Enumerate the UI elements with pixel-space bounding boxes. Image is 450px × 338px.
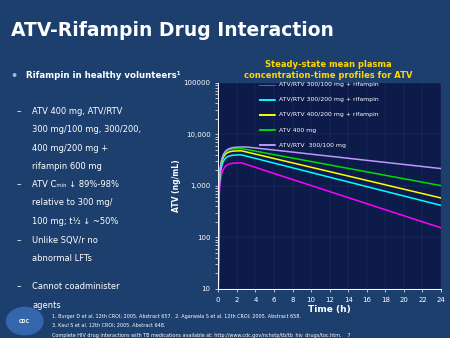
Line: ATV/RTV 300/100 mg + rifampin: ATV/RTV 300/100 mg + rifampin — [218, 163, 441, 289]
ATV/RTV 300/200 mg + rifampin — [304, 169, 310, 173]
ATV/RTV  300/100 mg — [438, 167, 444, 171]
ATV/RTV  300/100 mg — [378, 160, 383, 164]
ATV/RTV 300/100 mg + rifampin — [304, 182, 310, 186]
ATV/RTV 300/100 mg + rifampin — [378, 206, 383, 210]
ATV 400 mg — [438, 184, 444, 188]
Text: agents: agents — [32, 300, 61, 310]
ATV/RTV  300/100 mg — [377, 160, 382, 164]
ATV/RTV 300/100 mg + rifampin — [377, 206, 382, 210]
ATV/RTV  300/100 mg — [356, 158, 362, 162]
Text: ATV/RTV 300/100 mg + rifampin: ATV/RTV 300/100 mg + rifampin — [279, 82, 378, 87]
ATV/RTV 400/200 mg + rifampin — [243, 150, 248, 154]
ATV 400 mg — [289, 156, 294, 160]
Y-axis label: ATV (ng/mL): ATV (ng/mL) — [172, 160, 181, 212]
ATV/RTV  300/100 mg — [289, 150, 294, 154]
Text: ATV/RTV 300/200 mg + rifampin: ATV/RTV 300/200 mg + rifampin — [279, 97, 378, 102]
ATV/RTV  300/100 mg — [216, 287, 221, 291]
Text: Steady-state mean plasma
concentration-time profiles for ATV: Steady-state mean plasma concentration-t… — [244, 61, 413, 80]
ATV/RTV 300/200 mg + rifampin — [216, 287, 221, 291]
Text: 300 mg/100 mg, 300/200,: 300 mg/100 mg, 300/200, — [32, 125, 141, 134]
ATV/RTV 300/200 mg + rifampin — [377, 188, 382, 192]
ATV/RTV 300/100 mg + rifampin — [356, 199, 362, 203]
Text: ATV 400 mg, ATV/RTV: ATV 400 mg, ATV/RTV — [32, 107, 122, 116]
ATV/RTV 300/200 mg + rifampin — [289, 166, 294, 170]
Line: ATV 400 mg: ATV 400 mg — [218, 149, 441, 289]
ATV/RTV 300/200 mg + rifampin — [438, 203, 444, 208]
Text: –: – — [16, 107, 21, 116]
ATV/RTV 400/200 mg + rifampin — [304, 164, 310, 168]
Text: rifampin 600 mg: rifampin 600 mg — [32, 162, 102, 171]
ATV/RTV 400/200 mg + rifampin — [438, 196, 444, 200]
Text: 3. Kaul S et al. 12th CROI; 2005. Abstract 648.: 3. Kaul S et al. 12th CROI; 2005. Abstra… — [52, 323, 165, 328]
Text: Cannot coadminister: Cannot coadminister — [32, 282, 120, 291]
Line: ATV/RTV 400/200 mg + rifampin: ATV/RTV 400/200 mg + rifampin — [218, 151, 441, 289]
Text: CDC: CDC — [19, 319, 30, 323]
X-axis label: Time (h): Time (h) — [308, 306, 351, 314]
ATV/RTV 400/200 mg + rifampin — [216, 287, 221, 291]
ATV/RTV 400/200 mg + rifampin — [377, 182, 382, 186]
Text: abnormal LFTs: abnormal LFTs — [32, 254, 92, 263]
Text: –: – — [16, 180, 21, 189]
ATV/RTV 300/100 mg + rifampin — [216, 287, 221, 291]
ATV 400 mg — [377, 172, 382, 176]
Circle shape — [6, 308, 43, 335]
Text: –: – — [16, 282, 21, 291]
ATV 400 mg — [238, 147, 244, 151]
ATV/RTV  300/100 mg — [243, 145, 248, 149]
Text: ATV-Rifampin Drug Interaction: ATV-Rifampin Drug Interaction — [11, 21, 334, 40]
Text: 1. Burger D et al. 12th CROI; 2005. Abstract 657.  2. Agarwala S et al. 12th CRO: 1. Burger D et al. 12th CROI; 2005. Abst… — [52, 314, 301, 319]
ATV/RTV  300/100 mg — [304, 152, 310, 156]
ATV 400 mg — [378, 172, 383, 176]
ATV/RTV 300/100 mg + rifampin — [238, 161, 244, 165]
ATV/RTV 400/200 mg + rifampin — [378, 182, 383, 186]
Text: ATV/RTV 400/200 mg + rifampin: ATV/RTV 400/200 mg + rifampin — [279, 113, 378, 118]
ATV 400 mg — [304, 159, 310, 163]
ATV 400 mg — [216, 287, 221, 291]
Text: relative to 300 mg/: relative to 300 mg/ — [32, 198, 112, 207]
ATV 400 mg — [356, 168, 362, 172]
Text: •: • — [10, 71, 18, 80]
Text: ATV 400 mg: ATV 400 mg — [279, 128, 316, 133]
ATV/RTV 400/200 mg + rifampin — [289, 161, 294, 165]
ATV/RTV 300/200 mg + rifampin — [356, 183, 362, 187]
Text: ATV Cₘᵢₙ ↓ 89%-98%: ATV Cₘᵢₙ ↓ 89%-98% — [32, 180, 119, 189]
Text: ATV/RTV  300/100 mg: ATV/RTV 300/100 mg — [279, 143, 346, 148]
ATV/RTV 300/200 mg + rifampin — [243, 154, 248, 158]
ATV/RTV 300/100 mg + rifampin — [243, 162, 248, 166]
ATV/RTV  300/100 mg — [243, 145, 248, 149]
Text: –: – — [16, 236, 21, 245]
ATV/RTV 300/200 mg + rifampin — [378, 188, 383, 192]
Line: ATV/RTV  300/100 mg: ATV/RTV 300/100 mg — [218, 147, 441, 289]
ATV/RTV 300/100 mg + rifampin — [438, 226, 444, 230]
Text: Rifampin in healthy volunteers¹: Rifampin in healthy volunteers¹ — [26, 71, 181, 79]
Text: 400 mg/200 mg +: 400 mg/200 mg + — [32, 144, 108, 152]
Text: 100 mg; t½ ↓ ~50%: 100 mg; t½ ↓ ~50% — [32, 217, 119, 225]
Line: ATV/RTV 300/200 mg + rifampin: ATV/RTV 300/200 mg + rifampin — [218, 155, 441, 289]
ATV/RTV 300/100 mg + rifampin — [289, 177, 294, 181]
ATV 400 mg — [243, 147, 248, 151]
ATV/RTV 300/200 mg + rifampin — [238, 153, 244, 157]
ATV/RTV 400/200 mg + rifampin — [356, 176, 362, 180]
Text: Complete HIV drug interactions with TB medications available at: http://www.cdc.: Complete HIV drug interactions with TB m… — [52, 333, 351, 338]
Text: Unlike SQV/r no: Unlike SQV/r no — [32, 236, 98, 245]
ATV/RTV 400/200 mg + rifampin — [238, 149, 244, 153]
